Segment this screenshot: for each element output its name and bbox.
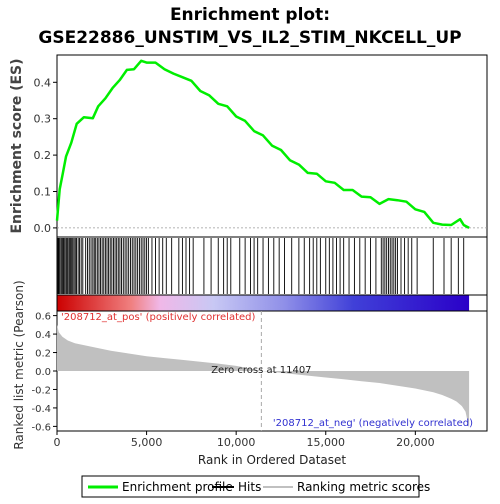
x-tick-label: 20,000 xyxy=(396,436,435,449)
zero-cross-label: Zero cross at 11407 xyxy=(211,365,311,376)
metric-y-tick-label: -0.4 xyxy=(31,404,51,415)
legend-box xyxy=(81,475,420,498)
metric-y-tick-label: -0.6 xyxy=(31,422,51,433)
chart-title: Enrichment plot: xyxy=(170,5,330,25)
pos-corr-label: '208712_at_pos' (positively correlated) xyxy=(61,312,255,323)
metric-y-tick-label: 0.2 xyxy=(35,349,51,360)
es-y-tick-label: 0.4 xyxy=(34,76,52,89)
es-y-tick-label: 0.2 xyxy=(34,149,52,162)
hits-panel xyxy=(56,236,488,312)
rank-gradient-bar xyxy=(57,295,470,311)
x-tick-label: 15,000 xyxy=(307,436,346,449)
legend-label: Enrichment profile xyxy=(122,480,233,494)
es-y-axis-label: Enrichment score (ES) xyxy=(9,58,25,233)
metric-y-tick-label: 0.0 xyxy=(35,367,51,378)
metric-y-axis-label: Ranked list metric (Pearson) xyxy=(12,280,26,449)
metric-y-tick-label: -0.2 xyxy=(31,385,51,396)
metric-area xyxy=(57,324,470,429)
neg-corr-label: '208712_at_neg' (negatively correlated) xyxy=(273,418,473,429)
es-panel: 0.0 0.1 0.2 0.3 0.4 Enrichment score (ES) xyxy=(9,54,488,238)
es-y-tick-label: 0.1 xyxy=(34,186,52,199)
es-y-tick-label: 0.3 xyxy=(34,113,52,126)
x-tick-label: 0 xyxy=(54,436,61,449)
legend-label: Ranking metric scores xyxy=(297,480,430,494)
metric-y-tick-label: 0.4 xyxy=(35,330,51,341)
chart-subtitle: GSE22886_UNSTIM_VS_IL2_STIM_NKCELL_UP xyxy=(38,28,461,48)
x-tick-label: 5,000 xyxy=(131,436,163,449)
legend: Enrichment profile Hits Ranking metric sco… xyxy=(81,475,430,498)
metric-panel: Zero cross at 11407 '208712_at_pos' (posi… xyxy=(12,280,488,467)
x-tick-label: 10,000 xyxy=(217,436,256,449)
legend-label: Hits xyxy=(238,480,261,494)
es-y-tick-label: 0.0 xyxy=(34,222,52,235)
x-axis-label: Rank in Ordered Dataset xyxy=(198,453,346,467)
es-profile-line xyxy=(55,59,470,230)
metric-y-tick-label: 0.6 xyxy=(35,312,51,323)
